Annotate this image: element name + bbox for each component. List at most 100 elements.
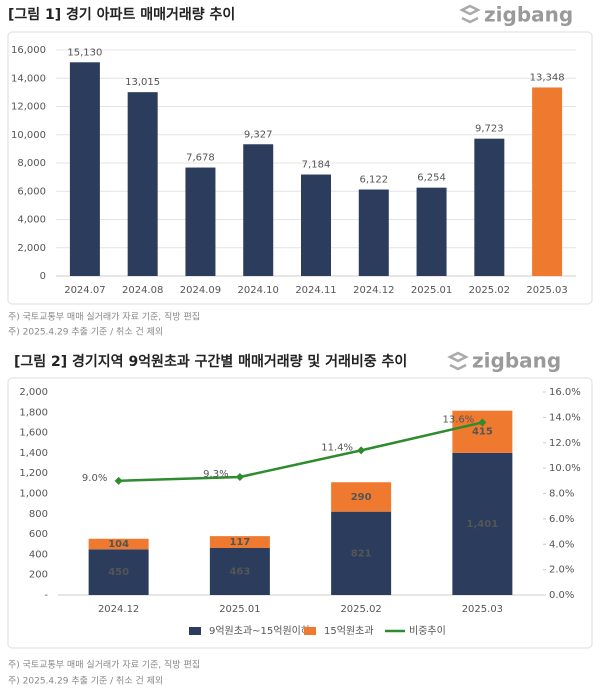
- x-tick-label: 2025.02: [340, 604, 381, 615]
- data-label: 9.0%: [82, 473, 107, 484]
- line-marker: [357, 446, 366, 455]
- bar-segment: [331, 482, 392, 512]
- note: 주) 국토교통부 매매 실거래가 자료 기준, 직방 편집: [8, 659, 200, 671]
- line-marker: [235, 473, 244, 482]
- data-label: 117: [229, 537, 250, 548]
- legend-swatch: [189, 627, 201, 635]
- y2-tick-label: 2.0%: [549, 565, 574, 576]
- data-label: 821: [351, 548, 372, 559]
- y-tick-label: 8,000: [17, 158, 46, 169]
- logo: zigbang: [484, 3, 573, 27]
- data-label: 463: [229, 567, 250, 578]
- data-label: 13.6%: [442, 414, 474, 425]
- y-tick-label: 200: [29, 570, 48, 581]
- bar: [243, 144, 274, 276]
- y-tick-label: 16,000: [11, 45, 46, 56]
- x-tick-label: 2025.01: [411, 285, 452, 296]
- y2-tick-label: 4.0%: [549, 539, 574, 550]
- logo: zigbang: [472, 349, 561, 373]
- y2-tick-label: 14.0%: [549, 412, 581, 423]
- data-label: 13,015: [125, 77, 160, 88]
- note: 주) 2025.4.29 추출 기준 / 취소 건 제외: [8, 675, 163, 687]
- line: [118, 421, 483, 483]
- bar: [301, 174, 331, 276]
- y-tick-label: 400: [29, 549, 48, 560]
- line-marker: [114, 476, 123, 485]
- y2-tick-label: 6.0%: [549, 514, 574, 525]
- data-label: 6,122: [359, 175, 388, 186]
- line-marker: [478, 418, 487, 427]
- legend-swatch: [304, 627, 316, 635]
- x-tick-label: 2025.03: [462, 604, 503, 615]
- data-label: 13,348: [530, 72, 565, 83]
- y2-tick-label: 0.0%: [549, 590, 574, 601]
- x-tick-label: 2025.01: [219, 604, 260, 615]
- y-tick-label: 12,000: [11, 102, 46, 113]
- bar-segment: [209, 536, 270, 549]
- bar: [358, 189, 389, 276]
- bar: [474, 138, 505, 276]
- bar-segment: [88, 538, 149, 550]
- bar-segment: [331, 511, 392, 595]
- y2-tick-label: 8.0%: [549, 489, 574, 500]
- data-label: 290: [351, 492, 372, 503]
- legend-label: 15억원초과: [324, 625, 374, 637]
- y-tick-label: 600: [29, 529, 48, 540]
- logo-icon: [447, 4, 481, 371]
- chart-title: [그림 1] 경기 아파트 매매거래량 추이: [8, 6, 235, 23]
- data-label: 6,254: [417, 173, 446, 184]
- note: 주) 2025.4.29 추출 기준 / 취소 건 제외: [8, 326, 163, 338]
- data-label: 11.4%: [321, 442, 353, 453]
- legend-label: 9억원초과~15억원이하: [209, 624, 310, 637]
- y-tick-label: 800: [29, 509, 48, 520]
- bar-segment: [452, 410, 513, 453]
- y2-tick-label: 12.0%: [549, 438, 581, 449]
- x-tick-label: 2024.12: [353, 285, 394, 296]
- x-tick-label: 2024.11: [295, 285, 336, 296]
- data-label: 9.3%: [203, 469, 228, 480]
- y-tick-label: 2,000: [17, 243, 46, 254]
- y-tick-label: 0: [40, 271, 46, 282]
- data-label: 7,184: [302, 160, 331, 171]
- x-tick-label: 2025.03: [526, 285, 567, 296]
- x-tick-label: 2024.12: [98, 604, 139, 615]
- y2-tick-label: 16.0%: [549, 387, 581, 398]
- note: 주) 국토교통부 매매 실거래가 자료 기준, 직방 편집: [8, 311, 200, 323]
- bar: [185, 167, 216, 276]
- y-tick-label: 14,000: [11, 73, 46, 84]
- x-tick-label: 2024.08: [122, 285, 163, 296]
- x-tick-label: 2024.09: [180, 285, 221, 296]
- chart-frame: [7, 377, 593, 649]
- data-label: 1,401: [467, 519, 499, 530]
- x-tick-label: 2025.02: [469, 285, 510, 296]
- bar-segment: [209, 548, 270, 595]
- y-tick-label: 2,000: [19, 387, 48, 398]
- y-tick-label: -: [44, 590, 48, 601]
- data-label: 7,678: [186, 153, 215, 164]
- data-label: 9,723: [475, 124, 504, 135]
- bar: [127, 92, 158, 277]
- y-tick-label: 1,800: [19, 407, 48, 418]
- bar-segment: [452, 452, 513, 595]
- y-tick-label: 1,600: [19, 428, 48, 439]
- y-tick-label: 1,200: [19, 468, 48, 479]
- y-tick-label: 10,000: [11, 130, 46, 141]
- y-tick-label: 4,000: [17, 215, 46, 226]
- bar: [416, 187, 447, 276]
- bar: [532, 87, 563, 276]
- chart-frame: [7, 31, 593, 305]
- x-tick-label: 2024.10: [238, 285, 279, 296]
- bar-segment: [88, 549, 149, 595]
- y-tick-label: 1,400: [19, 448, 48, 459]
- data-label: 15,130: [67, 47, 102, 58]
- y-tick-label: 6,000: [17, 186, 46, 197]
- bar: [69, 62, 100, 276]
- y-tick-label: 1,000: [19, 489, 48, 500]
- legend-label: 비중추이: [409, 625, 446, 637]
- y2-tick-label: 10.0%: [549, 463, 581, 474]
- data-label: 9,327: [244, 129, 273, 140]
- data-label: 104: [108, 539, 129, 550]
- x-tick-label: 2024.07: [64, 285, 105, 296]
- data-label: 450: [108, 567, 129, 578]
